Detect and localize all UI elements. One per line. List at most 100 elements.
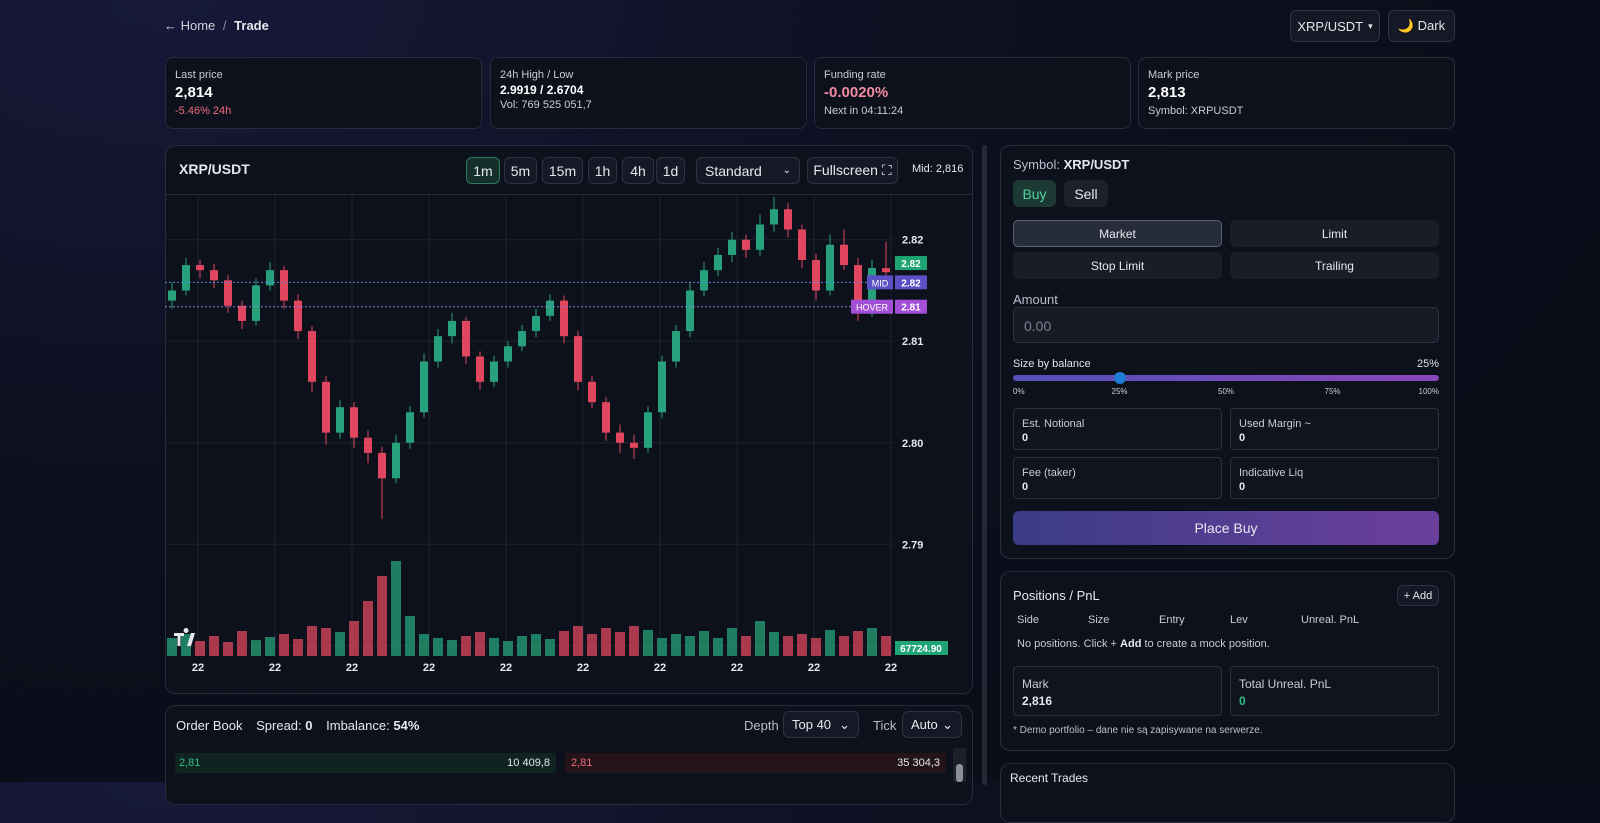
order-type-button[interactable]: Limit <box>1230 220 1439 247</box>
empty-text: No positions. Click + <box>1017 638 1117 650</box>
x-tick-label: 22 <box>885 662 897 674</box>
stat-value: 2,813 <box>1148 84 1186 101</box>
candle-body <box>854 265 862 311</box>
place-button[interactable]: Place Buy <box>1013 511 1439 545</box>
candle-body <box>224 280 232 306</box>
order-type-button[interactable]: Stop Limit <box>1013 252 1222 279</box>
volume-bar <box>433 638 443 656</box>
volume-bar <box>223 642 233 656</box>
timeframe-button[interactable]: 1m <box>466 157 500 184</box>
candle-body <box>868 268 876 311</box>
current-page: Trade <box>234 18 269 33</box>
chart: 222222222222222222222.822.812.802.792.78… <box>165 194 973 674</box>
volume-bar <box>363 601 373 656</box>
logo <box>174 628 195 646</box>
volume-bar <box>209 636 219 656</box>
stat-value: 2,814 <box>175 84 213 101</box>
pnl-value: 0 <box>1239 694 1246 708</box>
fullscreen-button[interactable]: Fullscreen ⛶ <box>807 157 898 184</box>
volume-bar <box>377 576 387 656</box>
home-link[interactable]: ← Home <box>164 18 216 33</box>
slider-track[interactable] <box>1013 375 1439 381</box>
field-value: 0 <box>1239 481 1246 493</box>
symbol-label: Symbol: <box>1013 157 1060 172</box>
scroll-thumb[interactable] <box>956 764 963 782</box>
chart-title: XRP/USDT <box>179 161 250 177</box>
ask-size: 35 304,3 <box>897 757 940 769</box>
timeframe-button[interactable]: 4h <box>622 157 654 184</box>
style-select[interactable]: Standard ⌄ <box>696 157 800 184</box>
imbalance-label: Imbalance: <box>326 718 390 733</box>
timeframe-button[interactable]: 1h <box>588 157 617 184</box>
candle-body <box>770 209 778 225</box>
volume-bar <box>741 636 751 656</box>
slider-thumb[interactable] <box>1113 372 1126 384</box>
mark-label: Mark <box>1022 677 1049 691</box>
add-button[interactable]: + Add <box>1397 585 1439 606</box>
volume-bar <box>251 640 261 656</box>
order-type-button[interactable]: Trailing <box>1230 252 1439 279</box>
candle-body <box>714 254 722 271</box>
theme-button[interactable]: 🌙 Dark <box>1388 10 1455 42</box>
volume-bar <box>657 638 667 656</box>
side-button[interactable]: Sell <box>1064 180 1108 207</box>
volume-bar <box>181 634 191 656</box>
splitter[interactable] <box>982 145 987 785</box>
candle-body <box>476 356 484 382</box>
order-type-button[interactable]: Market <box>1013 220 1222 247</box>
candle-body <box>308 331 316 382</box>
x-tick-label: 22 <box>731 662 743 674</box>
candle-body <box>238 305 246 321</box>
tick-select[interactable]: Auto ⌄ <box>902 711 962 738</box>
field-label: Est. Notional <box>1022 418 1085 430</box>
volume-bar <box>293 639 303 656</box>
candle-body <box>462 320 470 357</box>
candle-body <box>560 300 568 337</box>
volume-tag <box>895 641 948 655</box>
slider-tick-label: 100% <box>1418 387 1439 396</box>
ask-price: 2,81 <box>571 757 593 769</box>
timeframe-button[interactable]: 1d <box>656 157 685 184</box>
mid-tag <box>895 275 927 290</box>
candle-body <box>728 239 736 255</box>
candle-body <box>406 412 414 443</box>
candle-body <box>798 229 806 260</box>
breadcrumb: ← Home / Trade <box>164 18 269 33</box>
column-header: Entry <box>1159 614 1185 626</box>
field-label: Indicative Liq <box>1239 467 1304 479</box>
mid-tag-name-label: MID <box>872 278 889 288</box>
volume-bar <box>405 616 415 656</box>
last-price-label: 2.82 <box>901 259 921 270</box>
candle-body <box>686 290 694 332</box>
side-button[interactable]: Buy <box>1013 180 1056 207</box>
stat-card: Mark price 2,813 Symbol: XRPUSDT <box>1138 57 1455 129</box>
spread: 0 <box>305 718 313 733</box>
volume-bar <box>629 626 639 656</box>
volume-bar <box>321 628 331 656</box>
hover-tag-label: 2.81 <box>901 303 921 314</box>
timeframe-button[interactable]: 5m <box>504 157 537 184</box>
candle-body <box>420 361 428 413</box>
order-book-title: Order Book <box>176 718 243 733</box>
x-tick-label: 22 <box>269 662 281 674</box>
y-tick-label: 2.79 <box>902 539 923 551</box>
depth-select[interactable]: Top 40 ⌄ <box>783 711 859 738</box>
stat-card: 24h High / Low 2.9919 / 2.6704 Vol: 769 52… <box>490 57 807 129</box>
column-header: Size <box>1088 614 1110 626</box>
candle-body <box>616 432 624 443</box>
field-card: Est. Notional 0 <box>1013 408 1222 450</box>
amount-input[interactable]: 0.00 <box>1013 307 1439 343</box>
candle-body <box>336 407 344 433</box>
volume-bar <box>587 634 597 656</box>
field-value: 0 <box>1022 432 1029 444</box>
stat-sub: Vol: 769 525 051,7 <box>500 99 592 111</box>
slider-tick-label: 75% <box>1324 387 1341 396</box>
spread-label: Spread: <box>256 718 302 733</box>
candle-body <box>252 285 260 321</box>
symbol-button[interactable]: XRP/USDT ▾ <box>1290 10 1380 42</box>
empty-link[interactable]: Add <box>1120 638 1142 650</box>
depth-label: Depth <box>744 718 779 733</box>
timeframe-button[interactable]: 15m <box>542 157 583 184</box>
candle-body <box>658 361 666 413</box>
scrollbar[interactable] <box>953 748 966 782</box>
